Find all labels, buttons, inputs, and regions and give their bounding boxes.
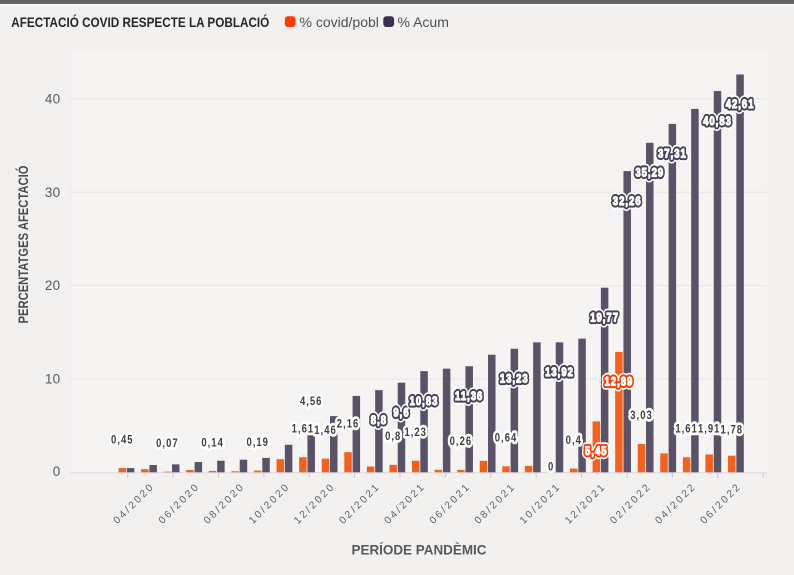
svg-text:0,26: 0,26 [450, 435, 473, 448]
svg-text:42,61: 42,61 [726, 98, 755, 111]
svg-text:40,83: 40,83 [703, 115, 732, 128]
svg-text:AFECTACIÓ COVID RESPECTE LA PO: AFECTACIÓ COVID RESPECTE LA POBLACIÓ [11, 13, 269, 30]
svg-text:11,36: 11,36 [455, 390, 483, 403]
svg-text:9,6: 9,6 [393, 407, 409, 420]
svg-text:PERÍODE PANDÈMIC: PERÍODE PANDÈMIC [352, 541, 487, 557]
svg-text:40,83: 40,83 [703, 115, 732, 128]
svg-text:20: 20 [45, 278, 61, 293]
svg-text:0,45: 0,45 [111, 433, 134, 446]
svg-text:13,23: 13,23 [500, 373, 529, 386]
svg-text:9,6: 9,6 [393, 407, 409, 420]
svg-text:37,31: 37,31 [658, 148, 687, 161]
svg-text:35,29: 35,29 [635, 167, 664, 180]
svg-text:5,45: 5,45 [585, 445, 608, 458]
svg-text:10,83: 10,83 [410, 395, 439, 408]
svg-text:0,8: 0,8 [385, 430, 401, 443]
svg-text:11,36: 11,36 [455, 390, 483, 403]
svg-text:13,23: 13,23 [500, 373, 529, 386]
svg-text:37,31: 37,31 [658, 148, 687, 161]
svg-text:19,77: 19,77 [590, 312, 619, 325]
svg-text:19,77: 19,77 [590, 312, 619, 325]
svg-text:8,8: 8,8 [371, 414, 387, 427]
svg-text:5,45: 5,45 [585, 445, 608, 458]
svg-text:8,8: 8,8 [371, 414, 387, 427]
svg-text:35,29: 35,29 [635, 167, 664, 180]
svg-text:42,61: 42,61 [726, 98, 755, 111]
svg-text:0,14: 0,14 [201, 436, 224, 449]
svg-text:0,07: 0,07 [156, 437, 179, 450]
svg-text:37,31: 37,31 [658, 148, 687, 161]
svg-text:1,78: 1,78 [721, 424, 744, 437]
svg-text:1,61: 1,61 [675, 423, 698, 436]
svg-text:8,8: 8,8 [371, 414, 387, 427]
svg-text:0: 0 [53, 464, 61, 479]
svg-text:PERCENTATGES AFECTACIÓ: PERCENTATGES AFECTACIÓ [16, 166, 31, 324]
svg-text:12,89: 12,89 [604, 376, 633, 389]
svg-text:% covid/pobl: % covid/pobl [300, 14, 379, 30]
svg-text:0,19: 0,19 [246, 436, 269, 449]
svg-text:13,92: 13,92 [545, 366, 574, 379]
svg-text:13,23: 13,23 [500, 373, 529, 386]
svg-text:11,36: 11,36 [455, 390, 483, 403]
svg-text:10,83: 10,83 [410, 395, 439, 408]
svg-text:12,89: 12,89 [604, 376, 633, 389]
svg-text:19,77: 19,77 [590, 312, 619, 325]
svg-text:40,83: 40,83 [703, 115, 732, 128]
svg-text:10,83: 10,83 [410, 395, 439, 408]
svg-text:9,6: 9,6 [393, 407, 409, 420]
svg-text:35,29: 35,29 [635, 167, 664, 180]
svg-text:32,26: 32,26 [613, 195, 642, 208]
svg-text:0,64: 0,64 [495, 432, 518, 445]
svg-text:13,92: 13,92 [545, 366, 574, 379]
svg-text:10: 10 [45, 372, 61, 387]
svg-text:3,03: 3,03 [630, 409, 653, 422]
svg-text:1,91: 1,91 [698, 423, 721, 436]
svg-text:5,45: 5,45 [585, 445, 608, 458]
svg-text:0: 0 [548, 461, 554, 474]
svg-text:42,61: 42,61 [726, 98, 755, 111]
svg-text:4,56: 4,56 [300, 395, 323, 408]
svg-text:2,16: 2,16 [337, 417, 360, 430]
svg-text:40: 40 [45, 91, 61, 106]
svg-text:30: 30 [45, 185, 61, 200]
svg-text:% Acum: % Acum [398, 14, 449, 30]
svg-text:1,23: 1,23 [404, 426, 427, 439]
svg-text:1,46: 1,46 [314, 424, 337, 437]
svg-text:12,89: 12,89 [604, 376, 633, 389]
svg-text:32,26: 32,26 [613, 195, 642, 208]
svg-text:1,61: 1,61 [292, 423, 315, 436]
svg-text:0,4: 0,4 [566, 434, 582, 447]
svg-text:13,92: 13,92 [545, 366, 574, 379]
svg-text:32,26: 32,26 [613, 195, 642, 208]
